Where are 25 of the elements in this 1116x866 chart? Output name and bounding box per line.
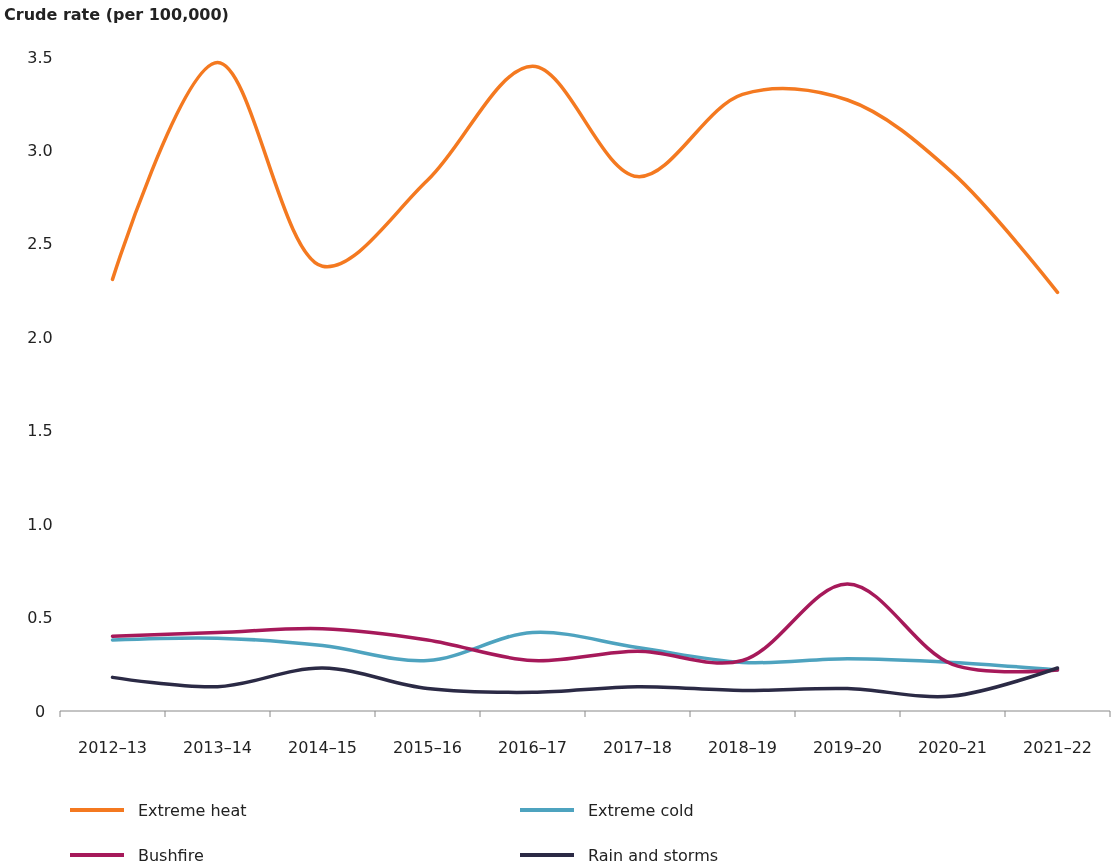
x-tick-label: 2021–22 — [1022, 738, 1093, 757]
x-tick-label: 2019–20 — [812, 738, 883, 757]
y-tick-label: 3.5 — [27, 47, 53, 67]
x-tick-label: 2014–15 — [287, 738, 358, 757]
y-tick-label: 1.5 — [27, 421, 53, 441]
x-tick-label: 2020–21 — [917, 738, 988, 757]
y-tick-label: 2.5 — [27, 234, 53, 254]
legend-label: Extreme cold — [588, 800, 694, 820]
x-tick-label: 2012–13 — [77, 738, 148, 757]
legend-label: Rain and storms — [588, 845, 719, 865]
legend-label: Extreme heat — [138, 800, 247, 820]
y-tick-label: 1.0 — [27, 514, 53, 534]
y-tick-label: 3.0 — [27, 141, 53, 161]
line-series — [110, 60, 1060, 295]
x-tick-label: 2016–17 — [497, 738, 568, 757]
x-tick-label: 2013–14 — [182, 738, 253, 757]
y-tick-label: 0.5 — [27, 608, 53, 628]
line-series — [110, 666, 1060, 699]
x-tick-label: 2017–18 — [602, 738, 673, 757]
x-tick-label: 2015–16 — [392, 738, 463, 757]
y-tick-label: 0 — [34, 701, 46, 721]
y-tick-label: 2.0 — [27, 327, 53, 347]
y-axis-title: Crude rate (per 100,000) — [4, 5, 229, 24]
x-tick-label: 2018–19 — [707, 738, 778, 757]
legend-label: Bushfire — [138, 845, 204, 865]
